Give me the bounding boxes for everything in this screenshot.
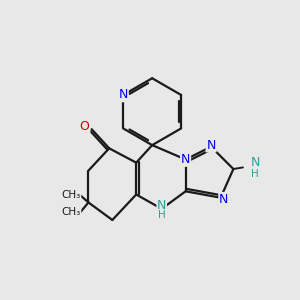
Text: CH₃: CH₃ [61,207,81,217]
Text: H: H [158,210,166,220]
Text: N: N [219,193,229,206]
Text: N: N [118,88,128,101]
Text: N: N [206,139,216,152]
Text: N: N [250,157,260,169]
Text: H: H [251,169,259,179]
Text: N: N [157,199,166,212]
Text: N: N [181,153,190,166]
Text: O: O [80,119,90,133]
Text: CH₃: CH₃ [61,190,81,200]
